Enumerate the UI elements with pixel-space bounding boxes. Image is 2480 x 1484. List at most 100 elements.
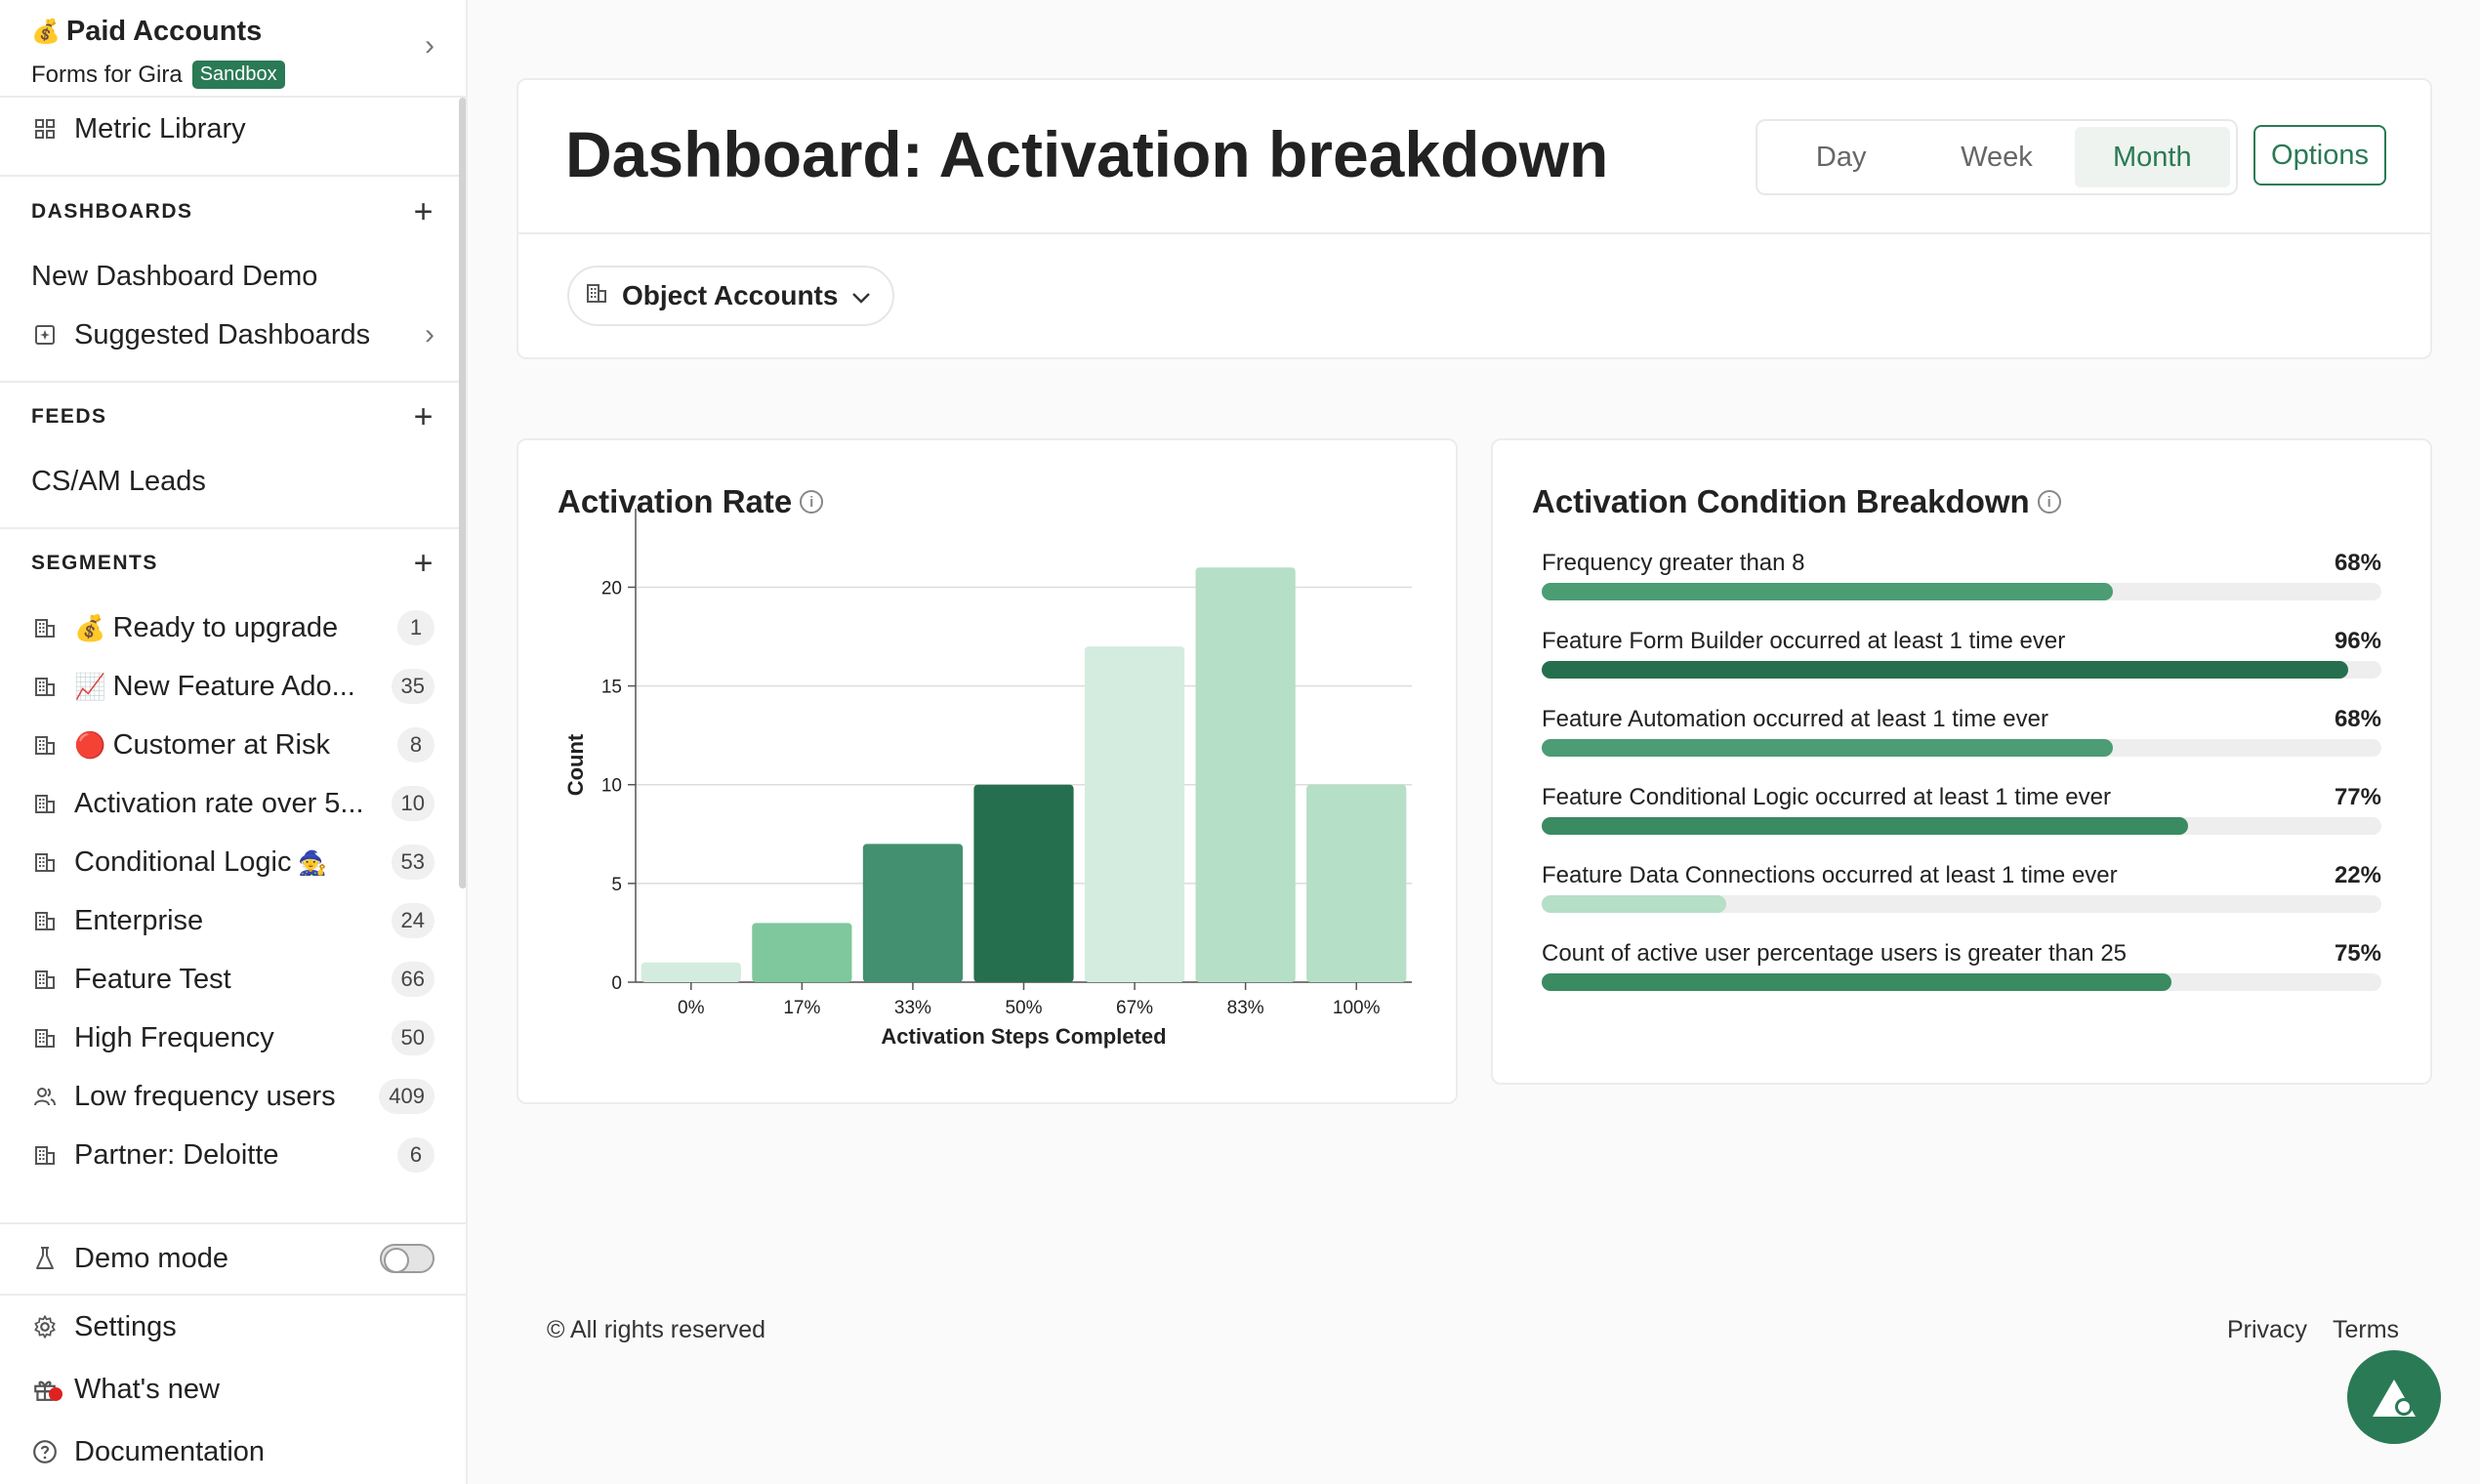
- building-icon: [31, 673, 59, 700]
- sidebar-scrollbar[interactable]: [459, 98, 466, 888]
- assistant-launcher-button[interactable]: [2347, 1350, 2441, 1444]
- x-tick-label: 0%: [678, 998, 705, 1018]
- building-icon: [31, 907, 59, 934]
- divider: [0, 1294, 466, 1296]
- building-icon: [31, 614, 59, 641]
- add-feed-icon[interactable]: +: [413, 398, 434, 435]
- segment-item[interactable]: Low frequency users 409: [31, 1072, 434, 1121]
- segment-label-text: Activation rate over 5...: [74, 787, 364, 819]
- segment-count-badge: 53: [391, 845, 434, 880]
- condition-row: Feature Data Connections occurred at lea…: [1542, 862, 2381, 921]
- condition-percent: 68%: [2334, 550, 2381, 576]
- divider: [0, 96, 466, 98]
- x-tick-label: 83%: [1227, 998, 1264, 1018]
- sandbox-badge: Sandbox: [191, 61, 285, 89]
- segment-item[interactable]: 🔴 Customer at Risk 8: [31, 721, 434, 769]
- period-month-button[interactable]: Month: [2074, 127, 2230, 187]
- metric-library-link[interactable]: Metric Library: [31, 104, 434, 153]
- account-title: 💰 Paid Accounts: [31, 16, 262, 48]
- segment-label: Low frequency users: [74, 1081, 369, 1113]
- gear-icon: [31, 1313, 59, 1340]
- segment-item[interactable]: Conditional Logic 🧙 53: [31, 838, 434, 886]
- info-icon[interactable]: i: [800, 490, 824, 514]
- account-switcher[interactable]: 💰 Paid Accounts Forms for Gira Sandbox ›: [31, 14, 446, 96]
- bar: [1306, 784, 1407, 982]
- period-week-button[interactable]: Week: [1961, 141, 2033, 173]
- segment-label: 🔴 Customer at Risk: [74, 729, 388, 762]
- segment-label: Feature Test: [74, 964, 382, 996]
- bar: [752, 923, 852, 982]
- period-selector: Day Week Month: [1756, 119, 2238, 195]
- segments-header-label: SEGMENTS: [31, 552, 158, 574]
- sidebar-item-label: New Dashboard Demo: [31, 260, 318, 292]
- divider: [0, 381, 466, 383]
- feeds-section-header: FEEDS +: [31, 397, 434, 436]
- condition-label: Count of active user percentage users is…: [1542, 940, 2128, 967]
- condition-progress-track: [1542, 661, 2381, 679]
- money-bag-icon: 💰: [31, 19, 61, 45]
- segment-count-badge: 1: [397, 610, 434, 645]
- add-segment-icon[interactable]: +: [413, 545, 434, 582]
- condition-progress-fill: [1542, 817, 2189, 835]
- segment-item[interactable]: Enterprise 24: [31, 896, 434, 945]
- whats-new-link[interactable]: What's new: [31, 1365, 434, 1414]
- segment-emoji-icon: 📈: [74, 671, 113, 701]
- segment-item[interactable]: Feature Test 66: [31, 955, 434, 1004]
- sidebar-item-label: Suggested Dashboards: [74, 318, 371, 350]
- info-icon[interactable]: i: [2037, 490, 2061, 514]
- segment-label-text: Ready to upgrade: [112, 611, 339, 643]
- copyright-text: © All rights reserved: [547, 1316, 766, 1343]
- segment-label-text: Enterprise: [74, 904, 204, 936]
- x-tick-label: 50%: [1005, 998, 1042, 1018]
- segment-count-badge: 8: [397, 727, 434, 763]
- building-icon: [31, 848, 59, 876]
- settings-label: Settings: [74, 1310, 177, 1342]
- demo-mode-toggle[interactable]: [380, 1244, 434, 1273]
- add-dashboard-icon[interactable]: +: [413, 193, 434, 230]
- segment-item[interactable]: Activation rate over 5... 10: [31, 779, 434, 828]
- segment-count-badge: 6: [397, 1137, 434, 1173]
- segment-item[interactable]: 📈 New Feature Ado... 35: [31, 662, 434, 711]
- segment-label-text: Customer at Risk: [112, 728, 330, 761]
- sparkle-box-icon: [31, 321, 59, 349]
- segment-item[interactable]: 💰 Ready to upgrade 1: [31, 603, 434, 652]
- dashboard-header-card: Dashboard: Activation breakdown Day Week…: [517, 78, 2432, 359]
- privacy-link[interactable]: Privacy: [2227, 1316, 2307, 1343]
- condition-label: Feature Automation occurred at least 1 t…: [1542, 706, 2048, 732]
- sidebar-item-label: CS/AM Leads: [31, 465, 206, 497]
- condition-percent: 96%: [2334, 628, 2381, 654]
- condition-percent: 68%: [2334, 706, 2381, 732]
- sidebar: 💰 Paid Accounts Forms for Gira Sandbox ›…: [0, 0, 468, 1484]
- settings-link[interactable]: Settings: [31, 1302, 434, 1351]
- condition-progress-track: [1542, 817, 2381, 835]
- sidebar-item-cs-am-leads[interactable]: CS/AM Leads: [31, 457, 434, 506]
- terms-link[interactable]: Terms: [2332, 1316, 2400, 1343]
- segment-item[interactable]: High Frequency 50: [31, 1013, 434, 1062]
- segment-emoji-icon: 🧙: [291, 849, 328, 877]
- footer-links: Privacy Terms: [2227, 1316, 2399, 1344]
- documentation-link[interactable]: Documentation: [31, 1427, 434, 1476]
- notification-dot: [49, 1387, 62, 1401]
- documentation-label: Documentation: [74, 1435, 266, 1467]
- divider: [518, 232, 2430, 234]
- chevron-right-icon: ›: [425, 29, 434, 62]
- sidebar-item-suggested-dashboards[interactable]: Suggested Dashboards ›: [31, 310, 434, 359]
- condition-percent: 75%: [2334, 940, 2381, 967]
- segment-label-text: High Frequency: [74, 1021, 274, 1053]
- object-filter-dropdown[interactable]: Object Accounts: [567, 266, 895, 326]
- divider: [0, 1222, 466, 1224]
- app-logo-icon: [2373, 1380, 2416, 1417]
- period-day-button[interactable]: Day: [1815, 141, 1867, 173]
- segment-count-badge: 50: [391, 1020, 434, 1055]
- options-button[interactable]: Options: [2253, 125, 2386, 186]
- card-title-label: Activation Rate: [558, 483, 793, 519]
- segment-item[interactable]: Partner: Deloitte 6: [31, 1131, 434, 1179]
- sidebar-item-new-dashboard-demo[interactable]: New Dashboard Demo: [31, 252, 434, 301]
- demo-mode-row: Demo mode: [31, 1234, 434, 1283]
- bar: [1084, 646, 1185, 982]
- whats-new-label: What's new: [74, 1373, 220, 1405]
- account-name: Paid Accounts: [65, 16, 263, 47]
- flask-icon: [31, 1245, 59, 1272]
- condition-progress-track: [1542, 895, 2381, 913]
- activation-rate-card: Activation Rate i 0 5 10 15 20 0% 17% 33% 50% 67%…: [517, 438, 1458, 1104]
